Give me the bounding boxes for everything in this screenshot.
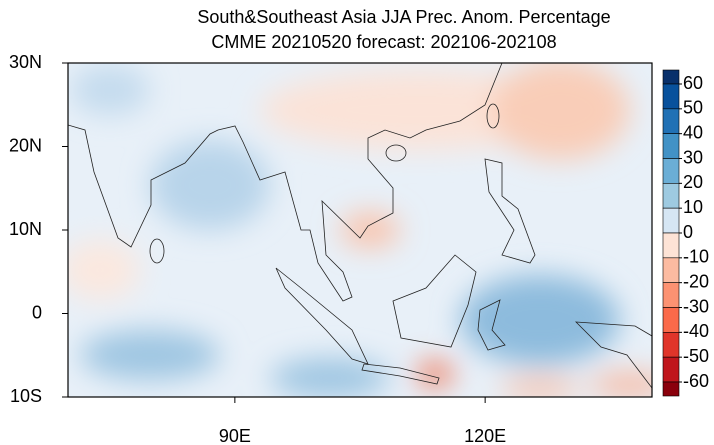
colorbar-bin [662,158,680,184]
colorbar-bin [662,257,680,283]
colorbar-bin [662,133,680,159]
map-subtitle: CMME 20210520 forecast: 202106-202108 [211,32,556,52]
colorbar-bin [662,307,680,333]
colorbar-label: 50 [683,98,703,118]
colorbar-bin [662,69,680,85]
colorbar-label: 10 [683,197,703,217]
colorbar-bin [662,207,680,234]
colorbar-bin [662,332,680,358]
colorbar-bin [662,356,680,383]
y-tick-label: 10N [9,219,42,239]
colorbar-label: -40 [683,321,709,341]
colorbar-bin [662,232,680,259]
coastline [392,254,477,348]
colorbar-label: 0 [683,222,693,242]
coastline [361,363,440,385]
colorbar-label: -60 [683,371,709,391]
coastline [486,103,500,129]
coastline [68,63,503,302]
colorbar-bin [662,83,680,110]
y-tick-label: 0 [32,302,42,322]
colorbar-bin [662,183,680,209]
x-tick-label: 120E [464,426,506,445]
anomaly-field [68,63,652,397]
colorbar-label: -50 [683,346,709,366]
coastline [574,321,652,389]
y-tick-label: 20N [9,135,42,155]
colorbar-bin [662,108,680,134]
colorbar-bin [662,282,680,308]
colorbar-label: 60 [683,73,703,93]
coastline [275,267,369,365]
x-tick-label: 90E [219,426,251,445]
colorbar-bin [662,381,680,397]
colorbar-label: 30 [683,147,703,167]
coastline [149,238,165,264]
colorbar-label: -20 [683,271,709,291]
coastline [385,144,407,162]
coastline [477,299,506,351]
colorbar-label: 20 [683,172,703,192]
coastline [484,158,536,264]
y-tick-label: 10S [10,386,42,406]
colorbar-label: -30 [683,296,709,316]
y-tick-label: 30N [9,52,42,72]
map-title: South&Southeast Asia JJA Prec. Anom. Per… [197,7,610,27]
colorbar-label: -10 [683,247,709,267]
colorbar-label: 40 [683,122,703,142]
